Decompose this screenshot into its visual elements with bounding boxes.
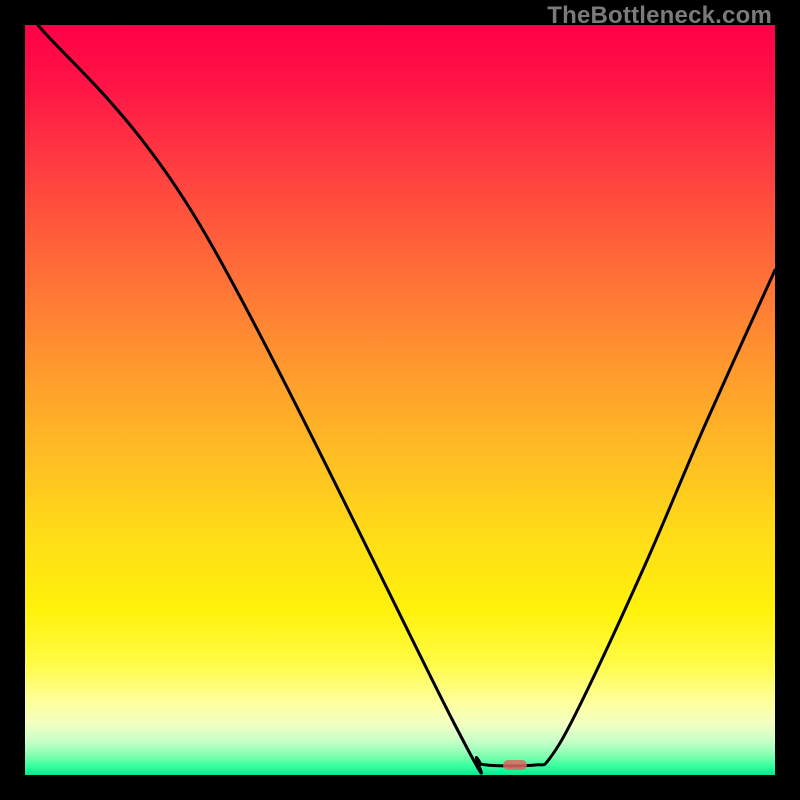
bottleneck-curve [25,25,775,775]
watermark-text: TheBottleneck.com [547,2,772,30]
plot-area [25,25,775,775]
